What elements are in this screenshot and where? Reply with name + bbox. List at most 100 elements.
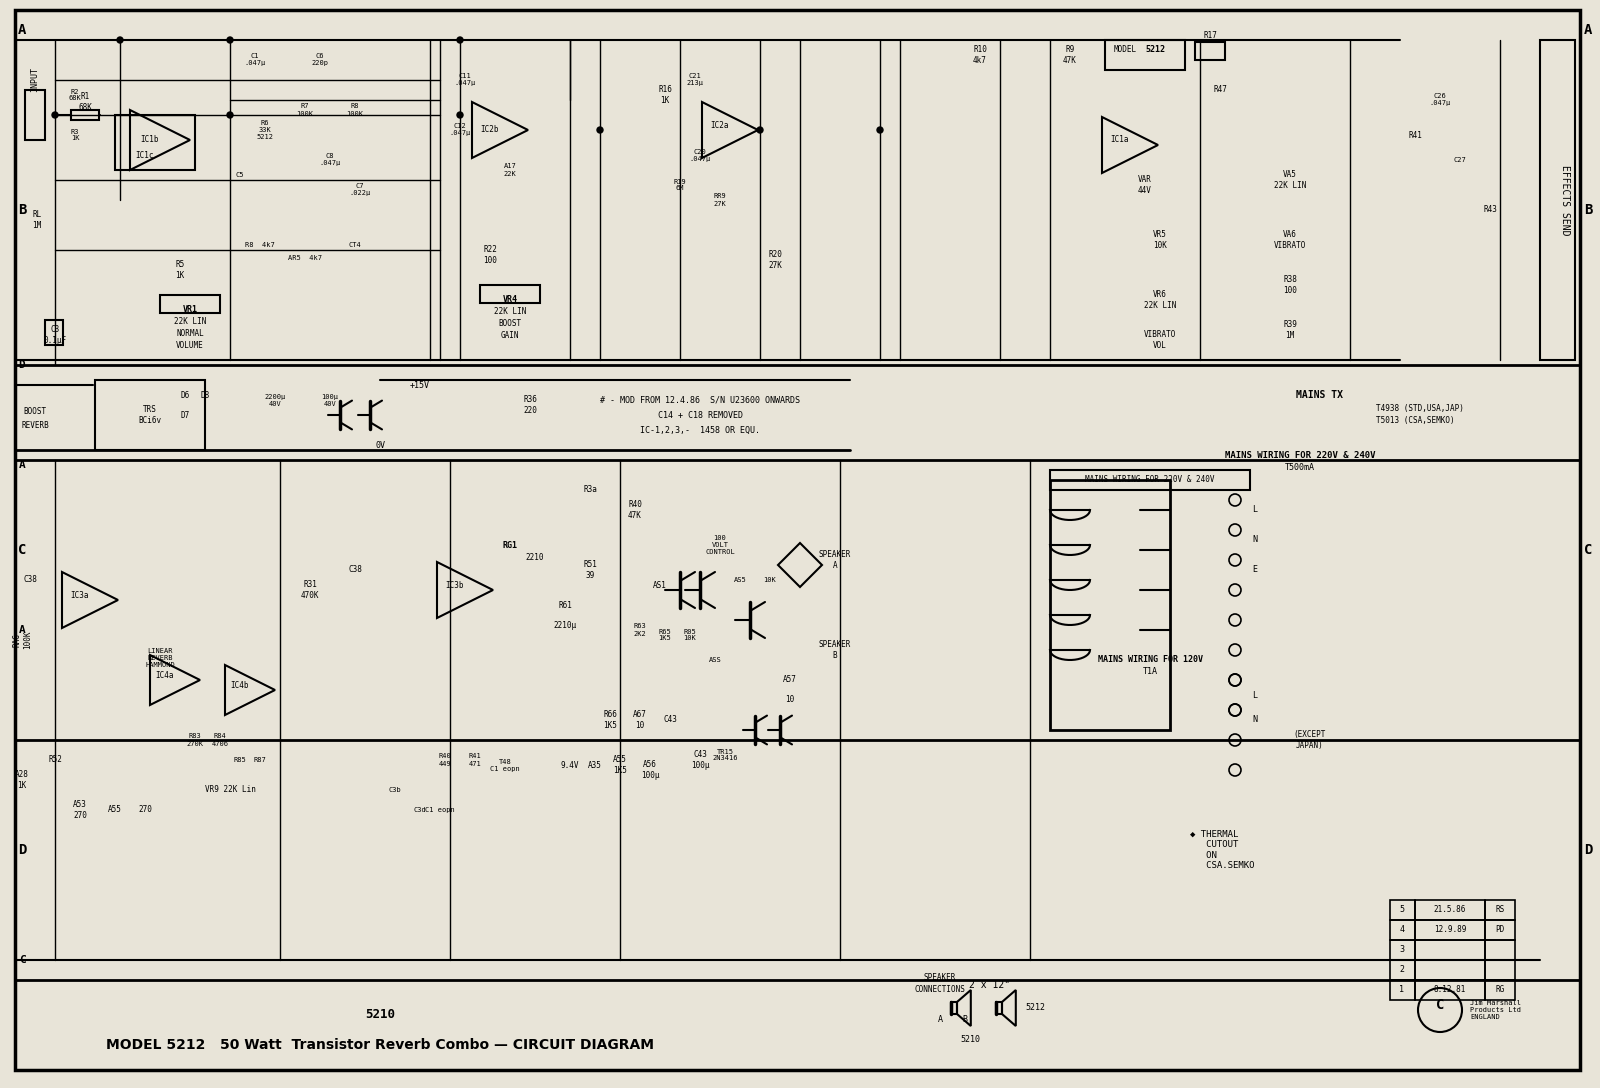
Text: R17: R17 [1203,30,1218,39]
Text: R7
100K: R7 100K [296,103,314,116]
Text: A28
1K: A28 1K [14,770,29,790]
Text: BOOST: BOOST [499,320,522,329]
Text: R3a: R3a [582,485,597,495]
Text: A55
1K5: A55 1K5 [613,755,627,775]
Text: VA5
22K LIN: VA5 22K LIN [1274,171,1306,189]
Text: C11
.047µ: C11 .047µ [454,74,475,87]
Bar [1414,960,1485,980]
Text: T4938 (STD,USA,JAP): T4938 (STD,USA,JAP) [1376,404,1464,412]
Circle shape [458,112,462,118]
Text: R36
220: R36 220 [523,395,538,415]
Text: 2210: 2210 [526,554,544,562]
Text: A35: A35 [589,761,602,769]
Text: # - MOD FROM 12.4.86  S/N U23600 ONWARDS: # - MOD FROM 12.4.86 S/N U23600 ONWARDS [600,396,800,405]
Text: VAR
44V: VAR 44V [1138,175,1152,195]
Text: B: B [18,203,26,217]
Text: R05
10K: R05 10K [683,629,696,642]
Text: T1A: T1A [1142,668,1157,677]
Text: MAINS WIRING FOR 120V: MAINS WIRING FOR 120V [1098,655,1203,665]
Text: R47: R47 [1213,86,1227,95]
Text: A67
10: A67 10 [634,710,646,730]
Text: AS5: AS5 [734,577,746,583]
Bar [1485,940,1515,960]
Bar [1390,900,1414,920]
Text: Jim Marshall
Products Ltd
ENGLAND: Jim Marshall Products Ltd ENGLAND [1470,1000,1522,1021]
Circle shape [877,127,883,133]
Text: VOLUME: VOLUME [176,342,203,350]
Circle shape [227,37,234,44]
Circle shape [597,127,603,133]
Text: C3d: C3d [414,807,426,813]
Text: 0V: 0V [374,441,386,449]
Text: 4: 4 [1400,926,1405,935]
Text: VR1: VR1 [182,306,197,314]
Text: R40
449: R40 449 [438,754,451,767]
Text: R19
6M: R19 6M [674,178,686,191]
Text: R8
100K: R8 100K [347,103,363,116]
Bar [26,90,45,140]
Text: 2210µ: 2210µ [554,620,576,630]
Text: R16
1K: R16 1K [658,85,672,104]
Text: B: B [1584,203,1592,217]
Text: R87: R87 [254,757,266,763]
Text: 100µ
40V: 100µ 40V [322,394,339,407]
Bar [1390,960,1414,980]
Bar [480,285,541,302]
Text: R84
4706: R84 4706 [211,733,229,746]
Text: MAINS WIRING FOR 220V & 240V: MAINS WIRING FOR 220V & 240V [1085,475,1214,484]
Bar [995,1002,1002,1014]
Text: VR5
10K: VR5 10K [1154,231,1166,250]
Bar [950,1002,957,1014]
Text: 2 x 12": 2 x 12" [970,980,1011,990]
Text: A: A [19,460,26,470]
Text: C20
.047µ: C20 .047µ [690,148,710,161]
Text: IC1a: IC1a [1110,136,1130,145]
Bar [1485,980,1515,1000]
Text: IC3b: IC3b [446,581,464,590]
Text: R43: R43 [1483,206,1498,214]
Text: IC-1,2,3,-  1458 OR EQU.: IC-1,2,3,- 1458 OR EQU. [640,425,760,434]
Text: MODEL: MODEL [1114,46,1136,54]
Text: A: A [1584,23,1592,37]
Text: A56
100µ: A56 100µ [640,761,659,780]
Text: T5013 (CSA,SEMKO): T5013 (CSA,SEMKO) [1376,416,1454,424]
Text: 5210: 5210 [960,1036,979,1044]
Text: SPEAKER: SPEAKER [923,974,957,982]
Text: 22K LIN: 22K LIN [174,318,206,326]
Text: RL
1M: RL 1M [32,210,42,230]
Text: C38: C38 [349,566,362,584]
Text: D7: D7 [181,410,190,420]
Text: C1
.047µ: C1 .047µ [245,53,266,66]
Bar [1414,900,1485,920]
Text: C38: C38 [22,576,37,584]
Text: R51
39: R51 39 [582,560,597,580]
Text: RG: RG [1496,986,1504,994]
Bar [1414,940,1485,960]
Text: R9
47K: R9 47K [1062,46,1077,64]
Text: A: A [938,1015,942,1025]
Text: 5210: 5210 [365,1009,395,1022]
Text: PD: PD [1496,926,1504,935]
Text: IC1c: IC1c [136,150,154,160]
Bar [45,320,62,345]
Text: R83
270K: R83 270K [187,733,203,746]
Circle shape [51,112,58,118]
Text: D: D [19,360,26,370]
Text: SPEAKER
B: SPEAKER B [819,641,851,659]
Text: 5212: 5212 [1026,1003,1045,1013]
Text: A: A [18,23,26,37]
Text: TR15
2N3416: TR15 2N3416 [712,749,738,762]
Text: IC2b: IC2b [480,125,499,135]
Text: CT4: CT4 [349,242,362,248]
Text: C3
0.1µF: C3 0.1µF [43,325,67,345]
Text: R22
100: R22 100 [483,245,498,264]
Text: A53
270: A53 270 [74,801,86,819]
Text: RG1: RG1 [502,541,517,549]
Text: D: D [18,843,26,857]
Text: RAG
100K: RAG 100K [13,631,32,650]
Text: EFFECTS SEND: EFFECTS SEND [1560,164,1570,235]
Bar [115,115,195,170]
Text: REVERB: REVERB [147,655,173,662]
Text: C: C [1435,998,1445,1012]
Text: R52: R52 [48,755,62,765]
